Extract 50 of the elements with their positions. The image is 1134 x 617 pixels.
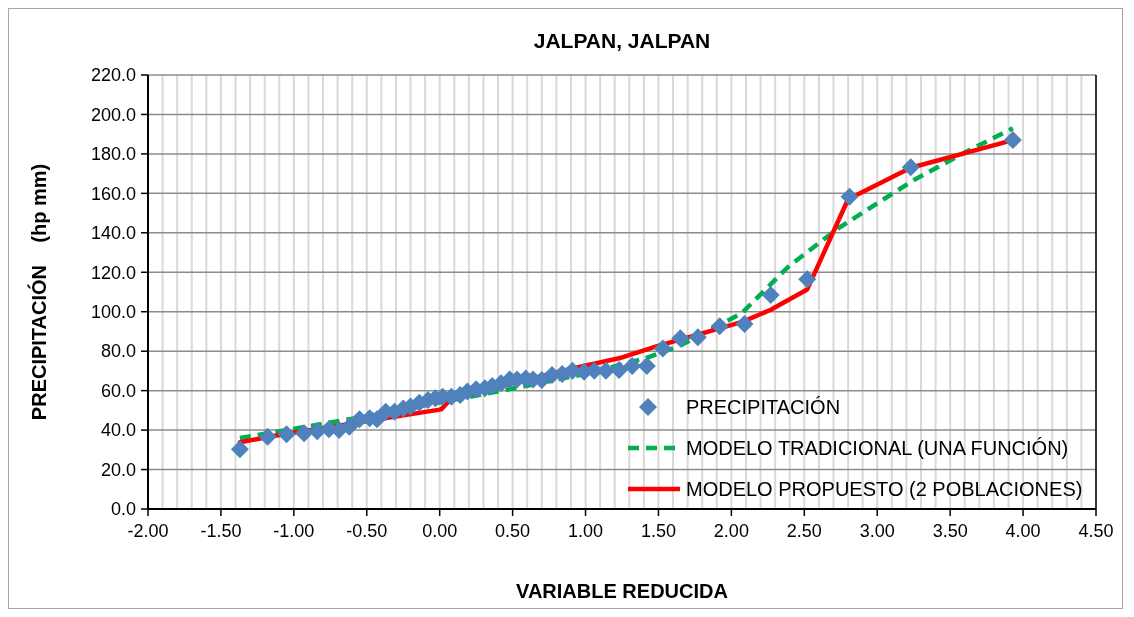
point bbox=[1003, 131, 1022, 150]
y-tick-label: 80.0 bbox=[100, 341, 136, 362]
point bbox=[761, 285, 780, 304]
point bbox=[230, 440, 249, 459]
point bbox=[671, 329, 690, 348]
point bbox=[340, 417, 359, 436]
point bbox=[688, 328, 707, 347]
y-tick-label: 180.0 bbox=[90, 144, 136, 165]
x-tick-label: 0.50 bbox=[495, 521, 531, 541]
y-tick-label: 40.0 bbox=[100, 420, 136, 441]
legend-label: MODELO TRADICIONAL (UNA FUNCIÓN) bbox=[686, 437, 1069, 459]
chart-title: JALPAN, JALPAN bbox=[533, 29, 711, 52]
point bbox=[840, 187, 859, 206]
y-tick-label: 200.0 bbox=[90, 104, 136, 125]
y-tick-label: 220.0 bbox=[90, 65, 136, 86]
x-tick-label: -1.00 bbox=[273, 521, 315, 541]
point bbox=[258, 427, 277, 446]
x-tick-label: 1.50 bbox=[640, 521, 676, 541]
y-tick-label: 160.0 bbox=[90, 183, 136, 204]
point bbox=[623, 356, 642, 375]
y-tick-label: 60.0 bbox=[100, 380, 136, 401]
legend-label: PRECIPITACIÓN bbox=[686, 396, 841, 418]
y-tick-label: 20.0 bbox=[100, 459, 136, 480]
x-tick-label: -0.50 bbox=[346, 521, 388, 541]
y-tick-label: 100.0 bbox=[90, 302, 136, 323]
x-tick-label: -1.50 bbox=[200, 521, 242, 541]
x-axis-title: VARIABLE REDUCIDA bbox=[516, 580, 728, 602]
x-tick-label: 3.50 bbox=[932, 521, 968, 541]
point bbox=[901, 158, 920, 177]
y-axis-title: PRECIPITACIÓN (hp mm) bbox=[27, 163, 50, 421]
point bbox=[710, 317, 729, 336]
x-tick-label: 0.00 bbox=[422, 521, 458, 541]
point bbox=[610, 360, 629, 379]
point bbox=[653, 339, 672, 358]
point bbox=[295, 424, 314, 443]
x-tick-label: 4.00 bbox=[1005, 521, 1041, 541]
y-tick-label: 0.0 bbox=[110, 499, 136, 520]
point bbox=[735, 314, 754, 333]
x-tick-label: 1.00 bbox=[568, 521, 604, 541]
x-tick-label: 2.00 bbox=[713, 521, 749, 541]
point bbox=[798, 270, 817, 289]
x-tick-label: 2.50 bbox=[786, 521, 822, 541]
legend-label: MODELO PROPUESTO (2 POBLACIONES) bbox=[686, 478, 1083, 500]
point bbox=[277, 425, 296, 444]
x-tick-label: 4.50 bbox=[1078, 521, 1114, 541]
point bbox=[637, 356, 656, 375]
x-tick-label: 3.00 bbox=[859, 521, 895, 541]
x-tick-label: -2.00 bbox=[127, 521, 169, 541]
y-tick-label: 120.0 bbox=[90, 262, 136, 283]
y-tick-label: 140.0 bbox=[90, 223, 136, 244]
